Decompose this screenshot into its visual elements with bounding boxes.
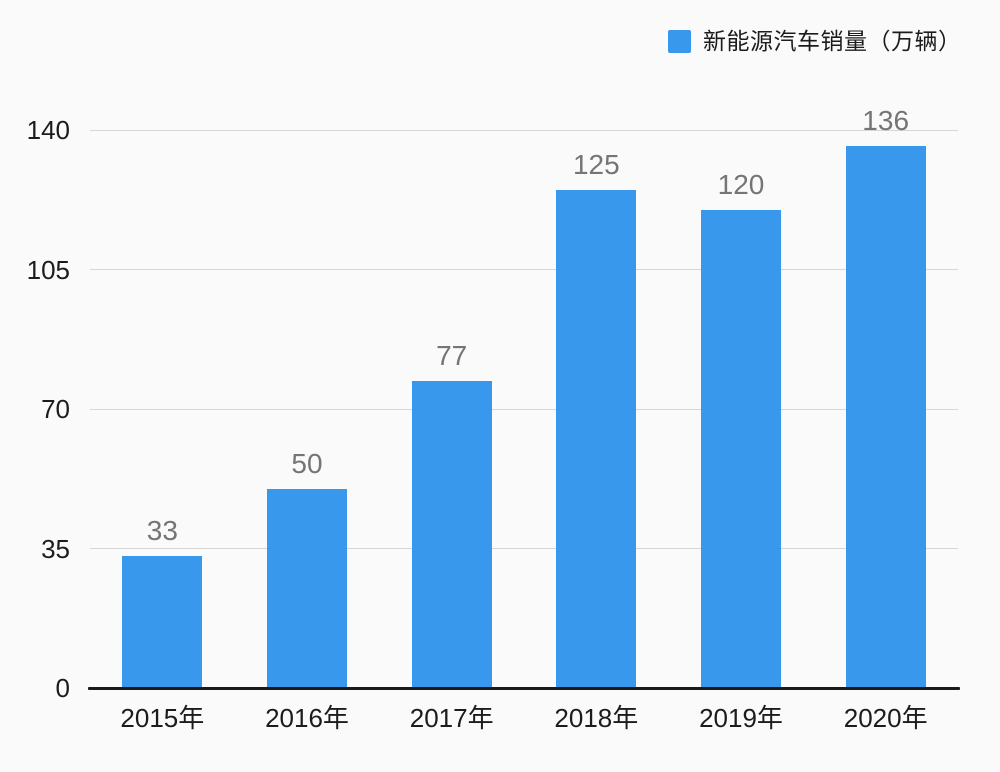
legend-label: 新能源汽车销量（万辆） — [703, 28, 962, 54]
x-tick-label: 2019年 — [699, 703, 783, 733]
gridline — [90, 129, 958, 131]
bar-value-label: 77 — [436, 340, 468, 372]
y-tick-label: 70 — [41, 394, 70, 424]
gridline — [90, 548, 958, 549]
y-tick-label: 105 — [26, 254, 70, 285]
bar — [122, 556, 203, 688]
bar-value-label: 136 — [862, 104, 910, 136]
x-tick-label: 2016年 — [265, 703, 349, 733]
y-tick-label: 35 — [41, 533, 70, 564]
x-tick-label: 2018年 — [554, 703, 639, 733]
legend-swatch-icon — [668, 29, 691, 53]
bar — [701, 209, 781, 688]
gridline — [90, 269, 958, 270]
x-axis-line — [88, 687, 960, 690]
x-tick-label: 2017年 — [409, 703, 494, 733]
x-tick-label: 2020年 — [843, 703, 928, 733]
bar — [267, 488, 347, 688]
bar-value-label: 33 — [146, 515, 178, 547]
bar — [411, 381, 492, 688]
bar-value-label: 120 — [717, 168, 765, 200]
bar-value-label: 125 — [572, 148, 620, 180]
bar-value-label: 50 — [291, 447, 323, 479]
legend: 新能源汽车销量（万辆） — [668, 28, 962, 54]
bar — [556, 189, 637, 688]
bar — [845, 145, 926, 688]
y-tick-label: 140 — [26, 115, 70, 145]
gridline — [90, 408, 958, 410]
y-tick-label: 0 — [55, 673, 70, 703]
x-tick-label: 2015年 — [120, 703, 205, 733]
